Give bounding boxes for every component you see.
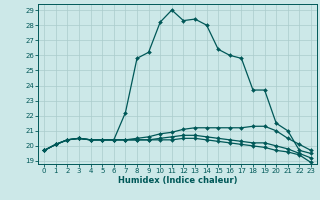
X-axis label: Humidex (Indice chaleur): Humidex (Indice chaleur) (118, 176, 237, 185)
